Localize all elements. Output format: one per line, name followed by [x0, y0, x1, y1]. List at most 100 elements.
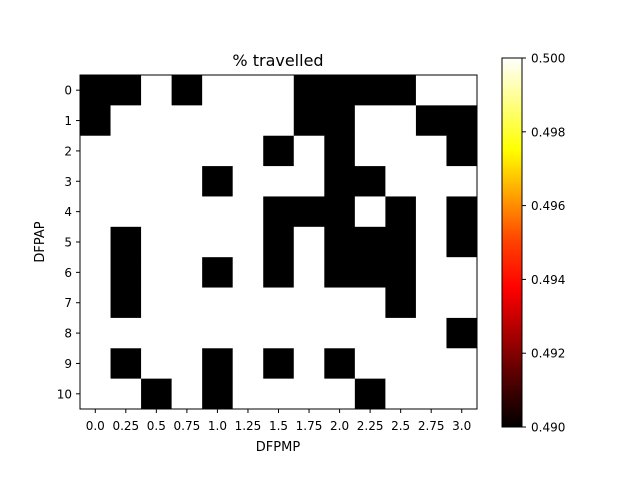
heatmap-cell-r5-c4 [202, 226, 234, 258]
x-tick-label: 2.75 [418, 419, 445, 433]
heatmap-cell-r1-c4 [202, 105, 234, 137]
heatmap-cell-r9-c4 [202, 348, 234, 380]
heatmap-cell-r5-c0 [80, 226, 111, 258]
heatmap-cell-r1-c11 [415, 105, 447, 137]
heatmap-cell-r0-c8 [324, 75, 356, 106]
heatmap-cell-r8-c11 [415, 317, 447, 349]
heatmap-cell-r1-c3 [171, 105, 203, 137]
heatmap-cell-r3-c6 [263, 166, 295, 197]
x-tick-label: 2.0 [330, 419, 349, 433]
heatmap-cell-r4-c6 [263, 196, 295, 228]
heatmap-cell-r2-c6 [263, 135, 295, 167]
heatmap-cell-r4-c9 [354, 196, 386, 228]
heatmap-cell-r7-c0 [80, 287, 111, 319]
heatmap-cells [80, 75, 478, 410]
heatmap-cell-r1-c9 [354, 105, 386, 137]
colorbar-gradient [501, 57, 523, 428]
heatmap-cell-r3-c12 [446, 166, 478, 197]
heatmap-cell-r6-c12 [446, 257, 478, 288]
heatmap-cell-r8-c3 [171, 317, 203, 349]
x-tick-label: 0.0 [86, 419, 105, 433]
heatmap-cell-r10-c9 [354, 378, 386, 410]
heatmap-cell-r5-c2 [141, 226, 173, 258]
heatmap-cell-r3-c11 [415, 166, 447, 197]
heatmap-cell-r0-c3 [171, 75, 203, 106]
y-tick-label: 3 [64, 175, 72, 189]
heatmap-cell-r6-c11 [415, 257, 447, 288]
heatmap-cell-r7-c3 [171, 287, 203, 319]
heatmap-cell-r6-c3 [171, 257, 203, 288]
heatmap-cell-r6-c6 [263, 257, 295, 288]
heatmap-cell-r9-c12 [446, 348, 478, 380]
heatmap-cell-r8-c4 [202, 317, 234, 349]
heatmap-cell-r6-c0 [80, 257, 111, 288]
heatmap-cell-r3-c9 [354, 166, 386, 197]
colorbar-tick-label: 0.490 [531, 421, 565, 435]
heatmap-cell-r4-c7 [293, 196, 325, 228]
heatmap-cell-r8-c7 [293, 317, 325, 349]
heatmap-cell-r6-c10 [385, 257, 417, 288]
x-tick-label: 1.5 [269, 419, 288, 433]
chart-title: % travelled [232, 51, 323, 70]
heatmap-cell-r2-c1 [110, 135, 142, 167]
heatmap-cell-r4-c4 [202, 196, 234, 228]
heatmap-cell-r0-c2 [141, 75, 173, 106]
heatmap-cell-r9-c7 [293, 348, 325, 380]
heatmap-cell-r10-c7 [293, 378, 325, 410]
heatmap-cell-r0-c4 [202, 75, 234, 106]
heatmap-cell-r6-c2 [141, 257, 173, 288]
colorbar-tick-label: 0.494 [531, 273, 565, 287]
y-tick-label: 8 [64, 327, 72, 341]
heatmap-cell-r7-c6 [263, 287, 295, 319]
heatmap-cell-r0-c9 [354, 75, 386, 106]
heatmap-cell-r6-c8 [324, 257, 356, 288]
heatmap-cell-r4-c12 [446, 196, 478, 228]
heatmap-cell-r2-c12 [446, 135, 478, 167]
y-tick-label: 10 [57, 387, 72, 401]
heatmap-cell-r9-c11 [415, 348, 447, 380]
heatmap-cell-r4-c5 [232, 196, 264, 228]
heatmap-cell-r5-c11 [415, 226, 447, 258]
y-tick-label: 5 [64, 236, 72, 250]
heatmap-cell-r2-c10 [385, 135, 417, 167]
heatmap-cell-r3-c3 [171, 166, 203, 197]
heatmap-cell-r8-c12 [446, 317, 478, 349]
heatmap-cell-r7-c11 [415, 287, 447, 319]
heatmap-cell-r8-c10 [385, 317, 417, 349]
heatmap-cell-r0-c5 [232, 75, 264, 106]
x-axis-ticks: 0.0 0.25 0.5 0.75 1.0 1.25 1.5 1.75 2.0 2.25 2.5 2.… [86, 409, 471, 433]
heatmap-cell-r10-c12 [446, 378, 478, 410]
heatmap-cell-r5-c5 [232, 226, 264, 258]
heatmap-cell-r7-c10 [385, 287, 417, 319]
heatmap-cell-r3-c2 [141, 166, 173, 197]
heatmap-cell-r7-c8 [324, 287, 356, 319]
heatmap-cell-r9-c9 [354, 348, 386, 380]
x-tick-label: 1.0 [208, 419, 227, 433]
heatmap-cell-r2-c3 [171, 135, 203, 167]
x-tick-label: 2.25 [357, 419, 384, 433]
heatmap-cell-r2-c7 [293, 135, 325, 167]
heatmap-cell-r2-c11 [415, 135, 447, 167]
heatmap-cell-r9-c10 [385, 348, 417, 380]
heatmap-cell-r4-c0 [80, 196, 111, 228]
heatmap-cell-r6-c4 [202, 257, 234, 288]
y-tick-label: 4 [64, 205, 72, 219]
heatmap-cell-r10-c5 [232, 378, 264, 410]
heatmap-cell-r3-c8 [324, 166, 356, 197]
heatmap-cell-r2-c2 [141, 135, 173, 167]
heatmap-cell-r6-c1 [110, 257, 142, 288]
heatmap-cell-r5-c12 [446, 226, 478, 258]
heatmap-cell-r10-c3 [171, 378, 203, 410]
heatmap-cell-r3-c7 [293, 166, 325, 197]
heatmap-cell-r8-c6 [263, 317, 295, 349]
y-tick-label: 1 [64, 114, 72, 128]
heatmap-cell-r1-c0 [80, 105, 111, 137]
x-tick-label: 0.75 [174, 419, 201, 433]
heatmap-cell-r4-c1 [110, 196, 142, 228]
heatmap-cell-r4-c8 [324, 196, 356, 228]
heatmap-cell-r9-c8 [324, 348, 356, 380]
x-tick-label: 0.25 [112, 419, 139, 433]
heatmap-cell-r8-c9 [354, 317, 386, 349]
heatmap-cell-r8-c5 [232, 317, 264, 349]
